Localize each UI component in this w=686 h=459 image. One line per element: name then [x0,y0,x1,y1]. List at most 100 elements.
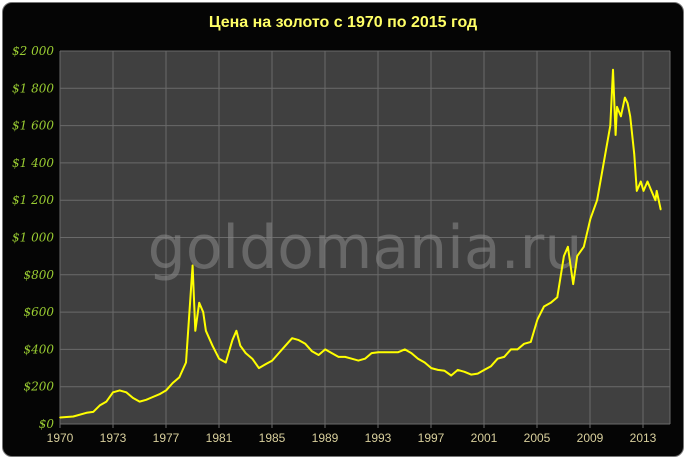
data-point [417,357,419,360]
y-tick-label: $400 [23,342,54,356]
data-point [251,357,254,360]
data-point [171,382,174,384]
data-point [85,412,88,414]
data-point [112,391,114,394]
data-point [646,180,649,183]
chart-title: Цена на золото с 1970 по 2015 год [208,14,478,31]
data-point [636,190,638,192]
data-point [457,369,459,371]
x-tick-label: 1977 [153,431,180,445]
data-point [357,359,360,362]
data-point [563,255,565,257]
watermark: goldomania.ru [148,213,583,283]
y-tick-label: $1 600 [12,119,54,133]
data-point [659,208,662,211]
x-tick-label: 1989 [312,431,339,445]
data-point [626,102,629,105]
y-tick-label: $800 [23,268,54,282]
data-point [72,415,75,418]
x-tick-label: 2005 [524,431,551,445]
data-point [125,391,128,394]
data-point [523,343,525,345]
y-tick-label: $200 [23,380,54,394]
data-point [291,337,293,340]
data-point [377,351,380,353]
data-point [430,367,433,369]
data-point [629,115,632,118]
data-point [655,190,658,192]
data-point [202,311,205,313]
data-point [510,348,512,351]
data-point [516,348,519,351]
y-tick-label: $1 800 [12,81,54,95]
data-point [633,152,635,155]
data-point [602,162,605,164]
y-tick-label: $1 400 [12,156,54,170]
data-point [145,398,147,401]
data-point [589,218,592,220]
data-point [178,376,181,379]
data-point [191,264,194,267]
x-tick-label: 1970 [47,431,74,445]
data-point [397,351,399,353]
data-point [218,357,220,360]
data-point [423,361,426,364]
data-point [410,352,413,354]
data-point [490,365,492,367]
data-point [138,400,141,403]
data-point [616,106,618,108]
data-point [198,301,201,304]
x-tick-label: 2013 [630,431,657,445]
data-point [463,370,466,373]
x-tick-label: 2009 [577,431,604,445]
y-tick-label: $1 200 [12,193,54,207]
data-point [350,357,353,360]
data-point [549,301,552,304]
data-point [311,350,313,353]
data-point [98,404,101,407]
data-point [297,339,300,341]
data-point [614,134,617,136]
y-tick-label: $1 000 [12,231,54,245]
x-tick-label: 1997 [418,431,445,445]
y-tick-label: $0 [39,417,55,431]
data-point [239,344,242,347]
data-point [337,356,340,358]
x-tick-label: 1973 [100,431,127,445]
y-tick-label: $2 000 [12,44,54,58]
data-point [476,372,479,375]
data-point [331,352,333,354]
data-point [572,283,574,285]
data-point [556,296,559,298]
gold-price-line [59,68,662,419]
data-point [496,357,499,360]
data-point [654,199,657,201]
data-point [483,369,486,371]
x-tick-label: 2001 [471,431,498,445]
data-point [165,389,167,392]
data-point [370,352,373,354]
y-tick-label: $600 [23,305,54,319]
data-point [543,305,545,308]
data-point [235,329,238,332]
data-point [443,370,446,372]
data-point [596,199,598,201]
data-point [258,367,260,369]
data-point [536,318,539,321]
data-point [264,363,267,366]
x-tick-label: 1985 [259,431,286,445]
data-point [620,115,622,118]
data-point [284,344,287,347]
data-point [642,190,645,192]
data-point [390,351,393,353]
data-point [470,373,472,376]
data-point [450,374,452,377]
data-point [503,356,506,358]
data-point [92,411,94,413]
data-point [403,348,406,351]
data-point [278,352,280,354]
data-point [612,68,614,71]
data-point [567,246,569,248]
data-point [364,357,366,360]
